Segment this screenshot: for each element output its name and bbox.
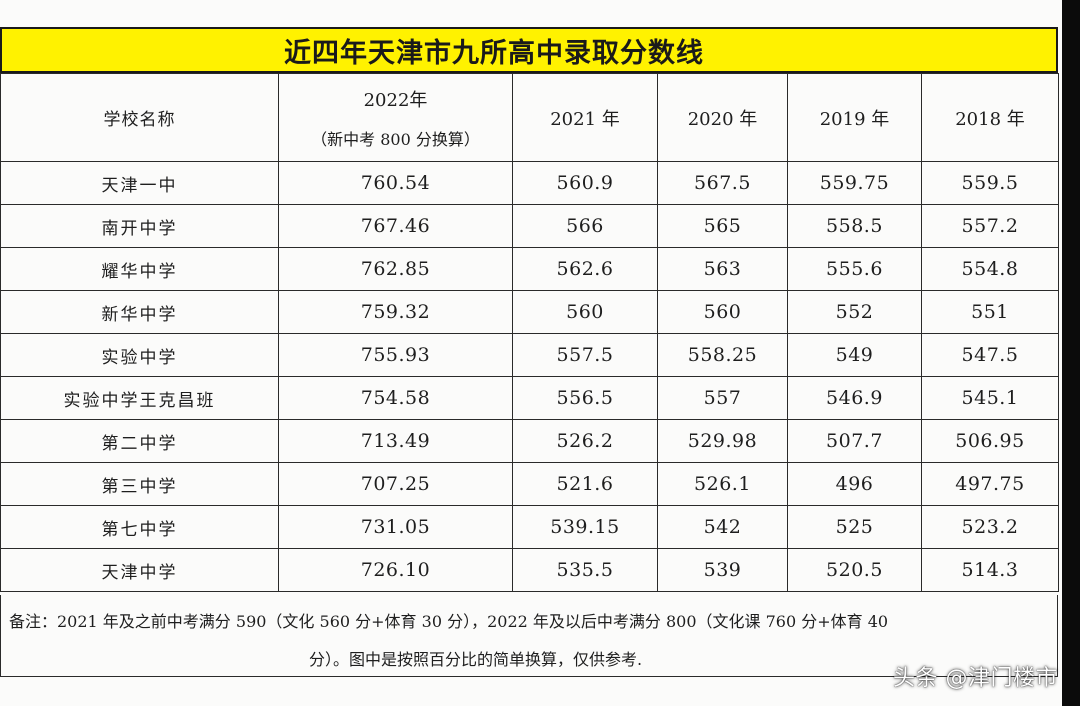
header-year-label: 2022年: [363, 89, 428, 111]
table-row: 耀华中学 762.85 562.6 563 555.6 554.8: [0, 247, 1059, 291]
score-cell: 542: [657, 505, 788, 549]
footnote-line-2: 分）。图中是按照百分比的简单换算，仅供参考.: [309, 650, 643, 669]
school-name-cell: 第七中学: [0, 505, 279, 549]
score-cell: 759.32: [278, 290, 513, 334]
header-year-2019: 2019 年: [787, 73, 922, 162]
score-cell: 760.54: [278, 161, 513, 205]
table-row: 天津一中 760.54 560.9 567.5 559.75 559.5: [0, 161, 1059, 205]
score-cell: 497.75: [921, 462, 1059, 506]
score-cell: 566: [512, 204, 658, 248]
score-cell: 560.9: [512, 161, 658, 205]
score-cell: 731.05: [278, 505, 513, 549]
score-cell: 557.2: [921, 204, 1059, 248]
score-cell: 767.46: [278, 204, 513, 248]
header-year-2022: 2022年 （新中考 800 分换算）: [278, 73, 513, 162]
score-cell: 567.5: [657, 161, 788, 205]
school-name-cell: 新华中学: [0, 290, 279, 334]
page-title: 近四年天津市九所高中录取分数线: [284, 37, 704, 69]
school-name-cell: 第二中学: [0, 419, 279, 463]
score-cell: 754.58: [278, 376, 513, 420]
score-cell: 529.98: [657, 419, 788, 463]
score-cell: 539: [657, 548, 788, 592]
score-cell: 535.5: [512, 548, 658, 592]
footnote: 备注：2021 年及之前中考满分 590（文化 560 分+体育 30 分），2…: [0, 595, 1058, 677]
score-cell: 558.5: [787, 204, 922, 248]
score-cell: 549: [787, 333, 922, 377]
score-cell: 545.1: [921, 376, 1059, 420]
score-cell: 555.6: [787, 247, 922, 291]
table-row: 实验中学王克昌班 754.58 556.5 557 546.9 545.1: [0, 376, 1059, 420]
scores-table: 学校名称 2022年 （新中考 800 分换算） 2021 年 2020 年 2…: [0, 73, 1059, 592]
score-cell: 521.6: [512, 462, 658, 506]
score-cell: 552: [787, 290, 922, 334]
score-cell: 551: [921, 290, 1059, 334]
score-cell: 520.5: [787, 548, 922, 592]
score-cell: 565: [657, 204, 788, 248]
table-body: 天津一中 760.54 560.9 567.5 559.75 559.5 南开中学 767.4…: [0, 161, 1059, 592]
school-name-cell: 第三中学: [0, 462, 279, 506]
score-cell: 556.5: [512, 376, 658, 420]
school-name-cell: 实验中学王克昌班: [0, 376, 279, 420]
header-year-2018: 2018 年: [921, 73, 1059, 162]
score-cell: 526.2: [512, 419, 658, 463]
score-cell: 514.3: [921, 548, 1059, 592]
score-cell: 547.5: [921, 333, 1059, 377]
score-cell: 558.25: [657, 333, 788, 377]
table-row: 第七中学 731.05 539.15 542 525 523.2: [0, 505, 1059, 549]
table-row: 新华中学 759.32 560 560 552 551: [0, 290, 1059, 334]
header-year-2020: 2020 年: [657, 73, 788, 162]
school-name-cell: 天津一中: [0, 161, 279, 205]
score-cell: 539.15: [512, 505, 658, 549]
score-cell: 560: [657, 290, 788, 334]
score-cell: 554.8: [921, 247, 1059, 291]
table-row: 天津中学 726.10 535.5 539 520.5 514.3: [0, 548, 1059, 592]
header-year-note: （新中考 800 分换算）: [311, 129, 480, 149]
score-cell: 562.6: [512, 247, 658, 291]
score-cell: 762.85: [278, 247, 513, 291]
score-cell: 755.93: [278, 333, 513, 377]
score-cell: 546.9: [787, 376, 922, 420]
school-name-cell: 南开中学: [0, 204, 279, 248]
table-row: 第二中学 713.49 526.2 529.98 507.7 506.95: [0, 419, 1059, 463]
score-cell: 526.1: [657, 462, 788, 506]
school-name-cell: 实验中学: [0, 333, 279, 377]
header-year-2021: 2021 年: [512, 73, 658, 162]
score-cell: 496: [787, 462, 922, 506]
score-cell: 507.7: [787, 419, 922, 463]
footnote-line-1: 备注：2021 年及之前中考满分 590（文化 560 分+体育 30 分），2…: [9, 612, 889, 631]
school-name-cell: 天津中学: [0, 548, 279, 592]
score-cell: 713.49: [278, 419, 513, 463]
header-row: 学校名称 2022年 （新中考 800 分换算） 2021 年 2020 年 2…: [0, 73, 1059, 162]
score-cell: 506.95: [921, 419, 1059, 463]
table-row: 实验中学 755.93 557.5 558.25 549 547.5: [0, 333, 1059, 377]
table-row: 第三中学 707.25 521.6 526.1 496 497.75: [0, 462, 1059, 506]
score-cell: 523.2: [921, 505, 1059, 549]
title-bar: 近四年天津市九所高中录取分数线: [0, 27, 1058, 73]
score-cell: 563: [657, 247, 788, 291]
score-cell: 707.25: [278, 462, 513, 506]
score-cell: 557.5: [512, 333, 658, 377]
score-cell: 557: [657, 376, 788, 420]
score-cell: 726.10: [278, 548, 513, 592]
score-cell: 559.5: [921, 161, 1059, 205]
watermark: 头条 @津门楼市: [893, 666, 1058, 691]
score-cell: 560: [512, 290, 658, 334]
score-cell: 559.75: [787, 161, 922, 205]
school-name-cell: 耀华中学: [0, 247, 279, 291]
table-row: 南开中学 767.46 566 565 558.5 557.2: [0, 204, 1059, 248]
header-school: 学校名称: [0, 73, 279, 162]
score-cell: 525: [787, 505, 922, 549]
